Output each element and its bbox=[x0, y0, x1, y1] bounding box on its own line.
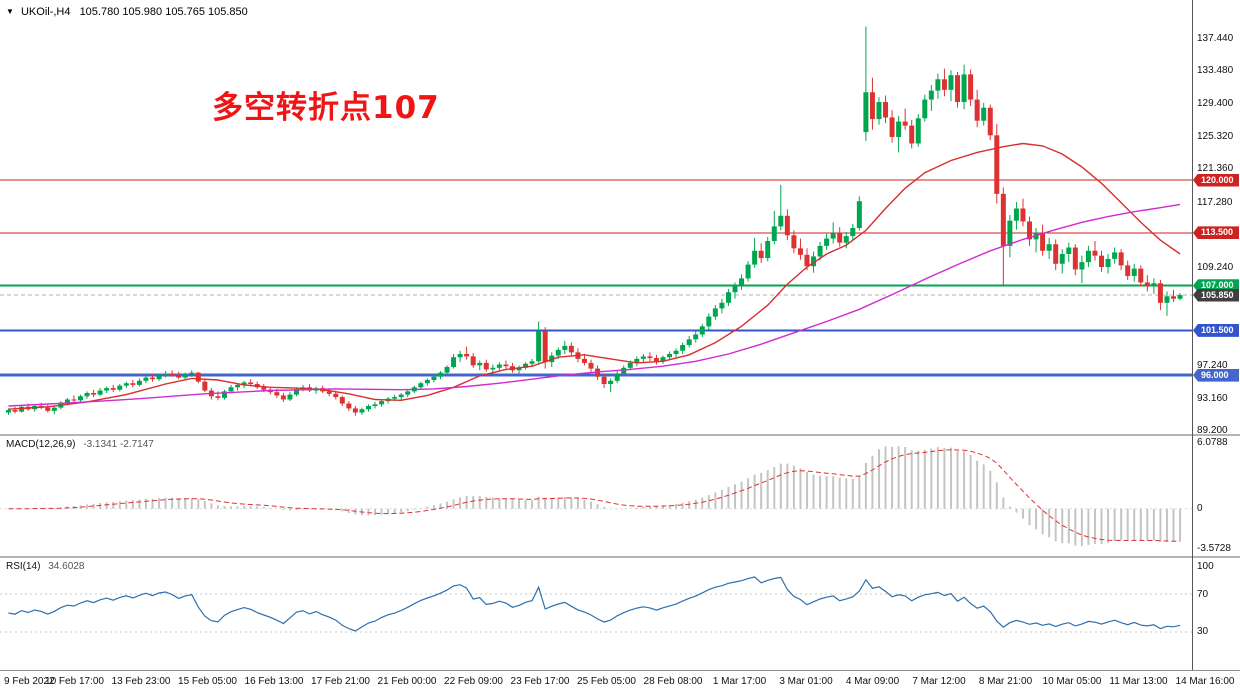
time-axis-label: 8 Mar 21:00 bbox=[978, 676, 1033, 687]
time-axis-label: 15 Feb 05:00 bbox=[178, 676, 237, 687]
price-tag-101-500[interactable]: 101.500 bbox=[1193, 323, 1239, 337]
rsi-canvas[interactable] bbox=[0, 558, 1192, 670]
time-axis-label: 11 Mar 13:00 bbox=[1109, 676, 1168, 687]
price-axis-label: 121.360 bbox=[1197, 163, 1234, 175]
macd-header: MACD(12,26,9) -3.1341 -2.7147 bbox=[6, 439, 154, 450]
ohlc-readout: 105.780 105.980 105.765 105.850 bbox=[79, 6, 248, 18]
time-axis-label: 10 Mar 05:00 bbox=[1042, 676, 1102, 687]
time-axis-label: 10 Feb 17:00 bbox=[45, 676, 104, 687]
time-axis-label: 7 Mar 12:00 bbox=[912, 676, 966, 687]
price-axis-label: 129.400 bbox=[1197, 98, 1234, 110]
price-axis-label: 97.240 bbox=[1197, 359, 1228, 371]
time-axis-label: 22 Feb 09:00 bbox=[444, 676, 503, 687]
macd-scale-label: -3.5728 bbox=[1197, 542, 1231, 554]
macd-canvas[interactable] bbox=[0, 436, 1192, 556]
symbol-info-bar: ▼ UKOil-,H4 105.780 105.980 105.765 105.… bbox=[6, 6, 248, 18]
time-axis-label: 14 Mar 16:00 bbox=[1175, 676, 1235, 687]
macd-panel: MACD(12,26,9) -3.1341 -2.7147 bbox=[0, 436, 1192, 556]
price-axis-label: 137.440 bbox=[1197, 32, 1234, 44]
rsi-panel: RSI(14) 34.6028 bbox=[0, 558, 1192, 670]
panel-separator[interactable] bbox=[0, 434, 1240, 436]
time-axis-label: 13 Feb 23:00 bbox=[111, 676, 171, 687]
time-axis-label: 9 Feb 2022 bbox=[4, 676, 55, 687]
time-axis-label: 17 Feb 21:00 bbox=[311, 676, 370, 687]
time-axis-label: 4 Mar 09:00 bbox=[845, 676, 900, 687]
price-axis-label: 125.320 bbox=[1197, 131, 1234, 143]
symbol-timeframe-label: UKOil-,H4 bbox=[20, 6, 71, 18]
time-axis-label: 16 Feb 13:00 bbox=[244, 676, 304, 687]
time-axis-label: 1 Mar 17:00 bbox=[712, 676, 767, 687]
price-tag-120[interactable]: 120.000 bbox=[1193, 173, 1239, 187]
price-axis-border bbox=[1192, 0, 1193, 670]
macd-scale-label: 6.0788 bbox=[1197, 436, 1228, 448]
price-tag-96[interactable]: 96.000 bbox=[1193, 368, 1239, 382]
main-chart-canvas[interactable] bbox=[0, 0, 1192, 434]
time-axis-label: 3 Mar 01:00 bbox=[779, 676, 833, 687]
rsi-scale-label: 70 bbox=[1197, 588, 1209, 600]
price-tag-113-500[interactable]: 113.500 bbox=[1193, 226, 1239, 240]
price-axis-label: 89.200 bbox=[1197, 424, 1228, 436]
time-axis[interactable]: 9 Feb 2022 10 Feb 17:00 13 Feb 23:00 15 Feb… bbox=[0, 670, 1240, 694]
time-axis-label: 21 Feb 00:00 bbox=[377, 676, 437, 687]
main-chart-panel: ▼ UKOil-,H4 105.780 105.980 105.765 105.… bbox=[0, 0, 1192, 434]
time-axis-label: 28 Feb 08:00 bbox=[643, 676, 703, 687]
time-axis-label: 23 Feb 17:00 bbox=[510, 676, 570, 687]
time-axis-label: 25 Feb 05:00 bbox=[577, 676, 636, 687]
price-axis-label: 109.240 bbox=[1197, 261, 1234, 273]
price-axis-label: 117.280 bbox=[1197, 196, 1233, 208]
symbol-dropdown-icon[interactable]: ▼ bbox=[6, 7, 14, 16]
rsi-scale-label: 30 bbox=[1197, 626, 1209, 638]
annotation-text[interactable]: 多空转折点107 bbox=[212, 90, 440, 126]
panel-separator[interactable] bbox=[0, 556, 1240, 558]
macd-values: -3.1341 -2.7147 bbox=[83, 439, 154, 450]
rsi-scale-label: 100 bbox=[1197, 560, 1214, 572]
price-axis[interactable]: 137.440 133.480 129.400 125.320 121.360 117.2… bbox=[1193, 0, 1240, 670]
macd-title: MACD(12,26,9) bbox=[6, 439, 76, 450]
price-axis-label: 93.160 bbox=[1197, 392, 1228, 404]
current-price-tag: 105.850 bbox=[1193, 288, 1239, 302]
rsi-value: 34.6028 bbox=[48, 561, 85, 572]
rsi-title: RSI(14) bbox=[6, 561, 41, 572]
rsi-header: RSI(14) 34.6028 bbox=[6, 561, 84, 572]
price-axis-label: 133.480 bbox=[1197, 64, 1234, 76]
macd-scale-label: 0 bbox=[1197, 503, 1203, 515]
